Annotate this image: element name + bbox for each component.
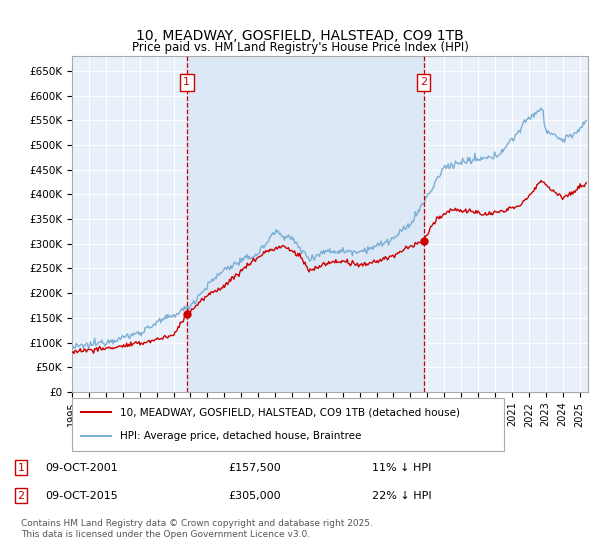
Text: £157,500: £157,500 [228, 463, 281, 473]
Text: 10, MEADWAY, GOSFIELD, HALSTEAD, CO9 1TB (detached house): 10, MEADWAY, GOSFIELD, HALSTEAD, CO9 1TB… [119, 408, 460, 418]
FancyBboxPatch shape [72, 398, 504, 451]
Text: 2: 2 [17, 491, 25, 501]
Text: HPI: Average price, detached house, Braintree: HPI: Average price, detached house, Brai… [119, 431, 361, 441]
Text: £305,000: £305,000 [228, 491, 281, 501]
Text: 09-OCT-2001: 09-OCT-2001 [45, 463, 118, 473]
Text: 1: 1 [17, 463, 25, 473]
Bar [187, 56, 424, 392]
Text: 22% ↓ HPI: 22% ↓ HPI [372, 491, 431, 501]
Text: Price paid vs. HM Land Registry's House Price Index (HPI): Price paid vs. HM Land Registry's House … [131, 41, 469, 54]
Text: 2: 2 [420, 77, 427, 87]
Text: 10, MEADWAY, GOSFIELD, HALSTEAD, CO9 1TB: 10, MEADWAY, GOSFIELD, HALSTEAD, CO9 1TB [136, 29, 464, 44]
Text: Contains HM Land Registry data © Crown copyright and database right 2025.
This d: Contains HM Land Registry data © Crown c… [21, 520, 373, 539]
Text: 09-OCT-2015: 09-OCT-2015 [45, 491, 118, 501]
Text: 1: 1 [183, 77, 190, 87]
Text: 11% ↓ HPI: 11% ↓ HPI [372, 463, 431, 473]
